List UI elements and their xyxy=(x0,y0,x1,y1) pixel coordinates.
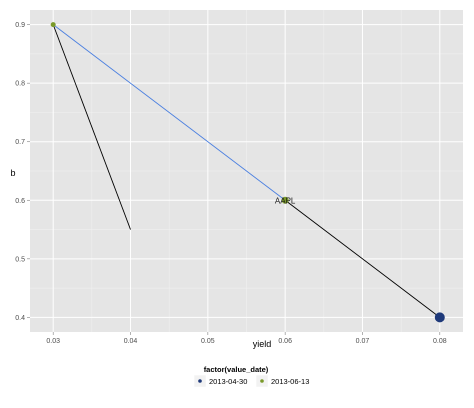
data-point xyxy=(281,196,289,204)
legend-label: 2013-04-30 xyxy=(209,377,247,386)
data-point xyxy=(50,22,56,28)
x-tick-label: 0.04 xyxy=(124,338,138,345)
x-tick-label: 0.06 xyxy=(278,338,292,345)
y-tick-label: 0.6 xyxy=(15,198,25,205)
x-tick-label: 0.03 xyxy=(46,338,60,345)
x-tick-label: 0.08 xyxy=(433,338,447,345)
line-segment xyxy=(52,24,286,201)
legend-swatch xyxy=(198,379,202,383)
x-axis-title: yield xyxy=(253,339,272,349)
data-points xyxy=(50,22,445,323)
line-segment xyxy=(52,24,131,230)
y-tick-label: 0.5 xyxy=(15,256,25,263)
y-tick-label: 0.9 xyxy=(15,22,25,29)
y-axis-ticks: 0.4 0.5 0.6 0.7 0.8 0.9 xyxy=(15,22,30,322)
data-point xyxy=(434,312,445,323)
y-tick-label: 0.4 xyxy=(15,315,25,322)
line-segments xyxy=(52,24,441,318)
legend-item: 2013-06-13 xyxy=(255,374,309,388)
y-tick-label: 0.8 xyxy=(15,81,25,88)
major-gridlines xyxy=(30,10,463,332)
x-tick-label: 0.07 xyxy=(356,338,370,345)
y-axis-title: b xyxy=(10,168,15,178)
legend: 2013-04-30 2013-06-13 xyxy=(193,374,309,388)
legend-title: factor(value_date) xyxy=(204,365,269,374)
x-axis-ticks: 0.03 0.04 0.05 0.06 0.07 0.08 xyxy=(46,332,447,345)
line-segment xyxy=(284,199,441,318)
legend-item: 2013-04-30 xyxy=(193,374,247,388)
x-tick-label: 0.05 xyxy=(201,338,215,345)
legend-swatch xyxy=(260,379,264,383)
legend-label: 2013-06-13 xyxy=(271,377,309,386)
point-annotation: AAPL xyxy=(275,196,296,205)
y-tick-label: 0.7 xyxy=(15,139,25,146)
annotations: AAPL xyxy=(275,196,296,205)
